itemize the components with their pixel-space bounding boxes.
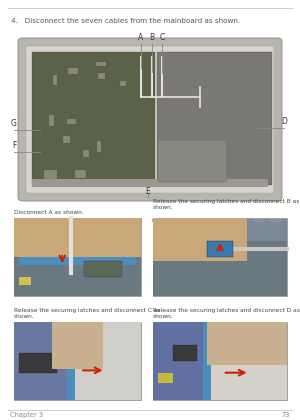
Bar [19, 276, 31, 284]
Bar [207, 241, 233, 257]
Text: E: E [146, 187, 150, 196]
Bar [153, 241, 287, 296]
Bar [19, 353, 57, 373]
Bar [97, 141, 101, 152]
Text: G: G [11, 119, 17, 128]
Bar [68, 119, 76, 124]
Bar [202, 322, 211, 400]
FancyBboxPatch shape [18, 38, 282, 201]
Text: A: A [138, 33, 144, 42]
Text: B: B [149, 33, 154, 42]
Bar [14, 253, 141, 296]
Bar [14, 218, 141, 296]
Bar [74, 170, 86, 178]
Bar [153, 322, 287, 400]
Bar [96, 62, 106, 66]
Bar [207, 322, 287, 365]
Bar [83, 150, 89, 158]
Bar [120, 81, 126, 86]
Text: Release the securing latches and disconnect C as
shown.: Release the securing latches and disconn… [14, 308, 160, 319]
Bar [153, 218, 287, 296]
Bar [98, 73, 105, 79]
Text: D: D [281, 117, 287, 126]
Text: F: F [12, 141, 16, 150]
Bar [52, 75, 57, 85]
FancyBboxPatch shape [158, 140, 227, 182]
Bar [32, 52, 155, 185]
Bar [52, 322, 103, 369]
Bar [153, 322, 287, 400]
Text: 73: 73 [282, 412, 290, 418]
Text: Disconnect A as shown.: Disconnect A as shown. [14, 210, 84, 215]
Text: 4.   Disconnect the seven cables from the mainboard as shown.: 4. Disconnect the seven cables from the … [11, 18, 240, 24]
Bar [207, 322, 287, 400]
Text: Release the securing latches and disconnect B as
shown.: Release the securing latches and disconn… [153, 199, 299, 210]
Text: Release the securing latches and disconnect D as
shown.: Release the securing latches and disconn… [153, 308, 300, 319]
Bar [67, 322, 75, 400]
Bar [32, 179, 268, 187]
Text: C: C [159, 33, 165, 42]
Bar [63, 136, 70, 143]
Bar [44, 170, 57, 179]
Bar [14, 218, 141, 257]
FancyBboxPatch shape [26, 46, 274, 193]
Text: Chapter 3: Chapter 3 [10, 412, 43, 418]
Bar [19, 257, 136, 265]
Bar [158, 373, 173, 383]
Bar [71, 322, 141, 400]
Bar [153, 218, 247, 261]
Bar [84, 261, 122, 276]
Bar [49, 116, 54, 126]
Bar [14, 322, 141, 400]
Bar [14, 322, 141, 400]
Bar [157, 52, 272, 185]
Bar [173, 345, 197, 361]
Bar [68, 68, 78, 74]
